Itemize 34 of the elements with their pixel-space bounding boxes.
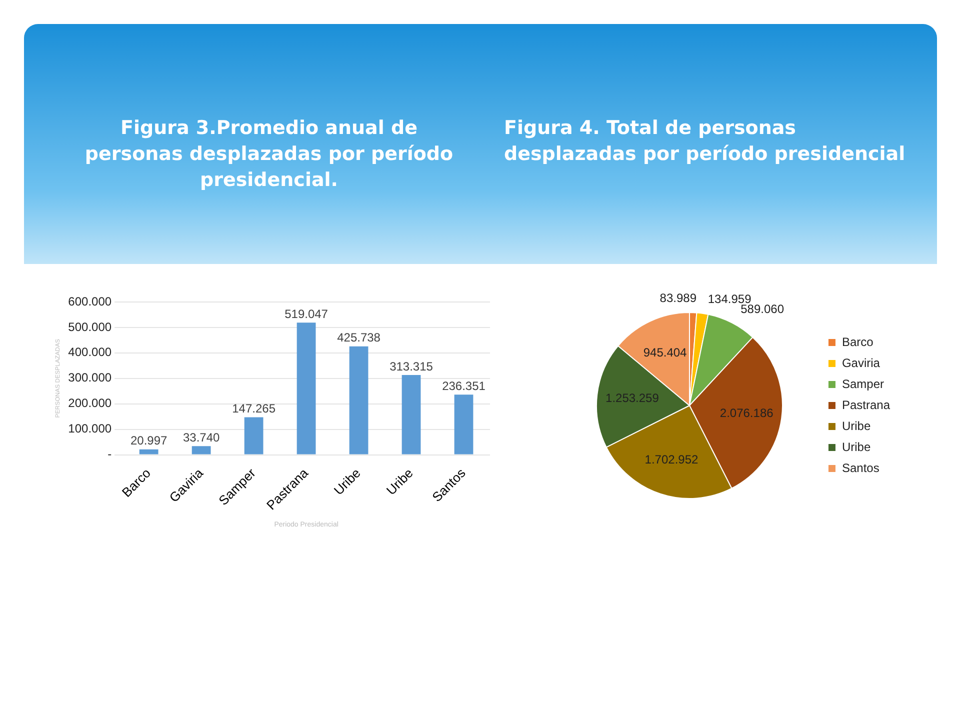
data-label: 20.997	[130, 434, 168, 448]
data-label: 945.404	[643, 346, 688, 360]
y-tick-label: 200.000	[68, 396, 112, 410]
data-label: 2.076.186	[720, 406, 774, 420]
y-tick-label: 600.000	[68, 294, 112, 308]
data-label: 1.253.259	[606, 391, 660, 406]
data-label: 425.738	[337, 330, 381, 345]
data-label: 147.265	[232, 402, 276, 416]
bar	[402, 375, 421, 454]
data-label: 519.047	[284, 306, 328, 321]
legend-label: Pastrana	[842, 398, 890, 412]
bar	[349, 346, 368, 454]
y-tick-label: 400.000	[68, 345, 112, 360]
data-label: 83.989	[660, 290, 697, 305]
legend-label: Gaviria	[842, 356, 880, 370]
data-label: 33.740	[182, 430, 220, 444]
legend-label: Barco	[842, 334, 874, 349]
y-tick-label: 500.000	[68, 320, 112, 334]
legend-label: Uribe	[842, 418, 871, 433]
y-tick-label: 100.000	[68, 422, 112, 436]
legend-label: Samper	[842, 376, 884, 391]
bar	[454, 394, 474, 454]
chart-title: Figura 4. Total de personas desplazadas por período presidencial	[504, 116, 906, 167]
bar	[192, 446, 211, 454]
bar	[296, 322, 316, 454]
data-label: 1.702.952	[644, 452, 699, 467]
data-label: 313.315	[390, 359, 434, 374]
bar	[244, 417, 264, 454]
legend-label: Uribe	[842, 440, 871, 454]
y-tick-label: -	[108, 447, 112, 462]
bar	[139, 449, 158, 454]
y-tick-label: 300.000	[68, 370, 112, 385]
data-label: 236.351	[442, 378, 486, 393]
chart-title: Figura 3.Promedio anual de personas desplazadas por período presidencial.	[84, 116, 454, 193]
